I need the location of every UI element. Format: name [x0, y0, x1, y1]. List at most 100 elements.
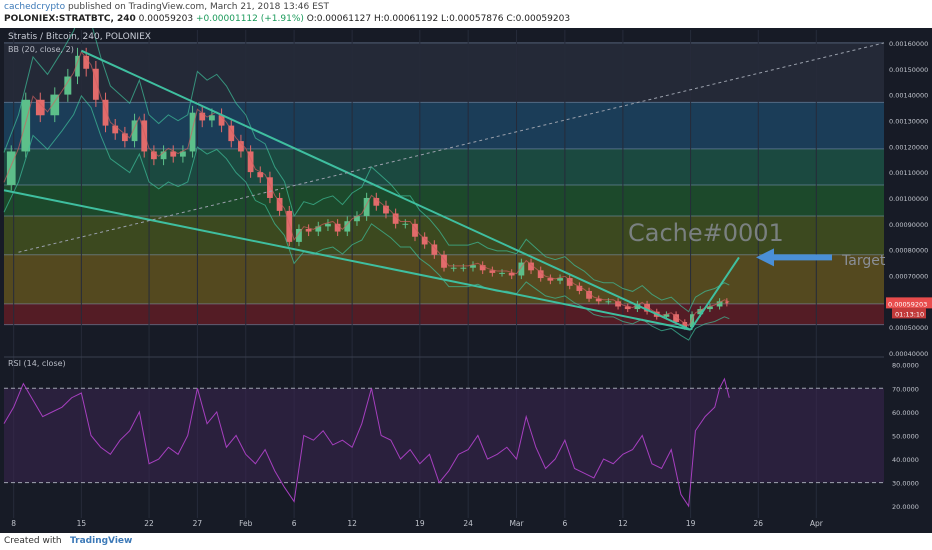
- publication-header: cachedcrypto published on TradingView.co…: [0, 0, 932, 28]
- fib-band: [4, 216, 884, 255]
- price-tick-label: 0.00160000: [889, 40, 928, 48]
- candle-body: [421, 236, 428, 245]
- candle-body: [460, 267, 467, 269]
- candle-body: [286, 210, 293, 242]
- time-tick-label: 6: [562, 519, 567, 528]
- price-value: 0.00059203: [138, 14, 194, 24]
- candle-body: [644, 303, 650, 312]
- rsi-tick-label: 50.0000: [892, 432, 919, 440]
- candle-body: [518, 262, 525, 276]
- price-tag-label: 0.00059203: [888, 300, 927, 308]
- candle-body: [479, 265, 486, 271]
- rsi-line: [3, 377, 730, 508]
- candle-body: [682, 321, 688, 328]
- candle-body: [209, 115, 215, 121]
- candle-body: [141, 120, 148, 152]
- candle-body: [112, 125, 119, 134]
- candle-body: [624, 306, 631, 310]
- price-tick-label: 0.00130000: [889, 117, 928, 125]
- candle-body: [690, 314, 695, 328]
- candle-body: [557, 278, 563, 281]
- bb-upper-band: [3, 6, 730, 313]
- candle-body: [228, 125, 235, 142]
- price-tick-label: 0.00140000: [889, 92, 928, 100]
- fib-band: [4, 303, 884, 325]
- candle-body: [315, 226, 322, 232]
- candle-body: [363, 197, 370, 217]
- chart-svg: 0.00160000 0.00150000 0.00140000 0.00130000…: [3, 6, 932, 533]
- candle-body: [489, 270, 496, 273]
- time-tick-label: 24: [463, 519, 473, 528]
- symbol-line: POLONIEX:STRATBTC, 240 0.00059203 +0.000…: [4, 14, 570, 24]
- candle-body: [697, 309, 704, 315]
- rsi-tick-label: 40.0000: [892, 456, 919, 464]
- candle-body: [402, 223, 409, 225]
- published-text: published on TradingView.com, March 21, …: [67, 2, 329, 12]
- candle-body: [615, 301, 621, 307]
- fib-band: [4, 185, 884, 217]
- candle-body: [725, 301, 729, 304]
- time-tick-label: 15: [77, 519, 87, 528]
- price-axis-bg: [886, 28, 932, 533]
- candle-body: [634, 303, 641, 310]
- target-label: Target: [841, 253, 886, 269]
- candle-body: [121, 133, 128, 142]
- created-with-text: Created with: [4, 536, 62, 546]
- bb-legend: BB (20, close, 2): [8, 45, 74, 54]
- price-tick-label: 0.00040000: [889, 350, 928, 358]
- wedge-lines[interactable]: [3, 42, 885, 331]
- price-tick-label: 0.00100000: [889, 195, 928, 203]
- rsi-band-fill: [4, 388, 884, 483]
- candle-body: [218, 115, 225, 126]
- price-tick-label: 0.00120000: [889, 143, 928, 151]
- candle-body: [257, 172, 264, 178]
- candle-body: [528, 262, 534, 271]
- candle-body: [305, 228, 312, 232]
- candle-body: [566, 278, 573, 286]
- candle-body: [199, 112, 206, 121]
- candle-body: [102, 99, 109, 126]
- candle-body: [547, 278, 554, 281]
- price-tick-label: 0.00050000: [889, 324, 928, 332]
- tradingview-logo[interactable]: TradingView: [70, 536, 133, 546]
- candle-body: [131, 120, 138, 142]
- chart-area[interactable]: 0.00160000 0.00150000 0.00140000 0.00130000…: [0, 6, 932, 533]
- rsi-tick-label: 60.0000: [892, 409, 919, 417]
- rsi-panel: [3, 356, 884, 508]
- candle-body: [50, 94, 60, 116]
- publish-line: cachedcrypto published on TradingView.co…: [4, 2, 329, 12]
- time-tick-label: 12: [618, 519, 628, 528]
- fib-band: [4, 102, 884, 149]
- time-tick-label: 8: [11, 519, 16, 528]
- time-tick-label: Mar: [509, 519, 524, 528]
- time-tick-label: 19: [686, 519, 696, 528]
- candle-body: [412, 223, 418, 237]
- candle-body: [499, 272, 505, 274]
- time-tick-label: Feb: [239, 519, 253, 528]
- candle-body: [663, 314, 670, 317]
- fib-band: [4, 148, 884, 186]
- candle-body: [586, 290, 592, 299]
- author-link[interactable]: cachedcrypto: [4, 2, 66, 12]
- wedge-trendline: [3, 189, 691, 331]
- time-tick-label: 22: [144, 519, 154, 528]
- candle-body: [470, 265, 476, 268]
- ohlc-values: O:0.00061127 H:0.00061192 L:0.00057876 C…: [306, 14, 571, 24]
- candle-body: [180, 151, 186, 157]
- rsi-tick-label: 30.0000: [892, 480, 919, 488]
- candle-body: [605, 301, 612, 303]
- candle-body: [441, 254, 447, 268]
- bb-lower-band: [3, 94, 730, 341]
- footer: Created with TradingView: [0, 533, 932, 550]
- candle-body: [344, 221, 351, 232]
- candle-body: [707, 306, 713, 310]
- candle-body: [373, 197, 380, 206]
- time-tick-label: 12: [347, 519, 357, 528]
- dotted-projection-line: [18, 42, 885, 253]
- price-tick-label: 0.00090000: [889, 221, 928, 229]
- candle-body: [160, 151, 167, 160]
- candle-body: [354, 216, 360, 222]
- candle-body: [450, 267, 457, 269]
- chart-title: Stratis / Bitcoin, 240, POLONIEX: [8, 32, 151, 42]
- candle-body: [276, 197, 283, 211]
